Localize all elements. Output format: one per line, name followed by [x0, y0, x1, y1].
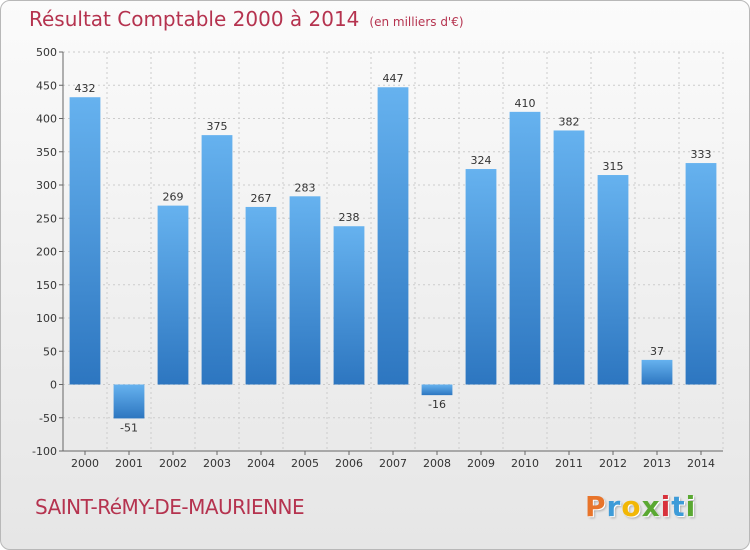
y-tick-label: 400 — [36, 113, 57, 126]
bar-2006 — [333, 226, 365, 385]
logo-letter: i — [685, 490, 697, 523]
y-tick-label: -50 — [39, 412, 57, 425]
logo-letter: o — [621, 490, 642, 523]
y-tick-label: -100 — [32, 445, 57, 458]
bar-value-label: 432 — [75, 82, 96, 95]
logo-letter: i — [660, 490, 672, 523]
logo-letter: t — [671, 490, 686, 523]
x-tick-label: 2002 — [159, 457, 187, 470]
bar-value-label: 324 — [471, 154, 492, 167]
bar-2013 — [641, 359, 673, 385]
y-tick-label: 50 — [43, 345, 57, 358]
x-tick-label: 2006 — [335, 457, 363, 470]
x-tick-label: 2005 — [291, 457, 319, 470]
y-tick-label: 100 — [36, 312, 57, 325]
bar-2009 — [465, 169, 497, 385]
x-tick-label: 2012 — [599, 457, 627, 470]
bar-2012 — [597, 175, 629, 385]
bar-value-label: 410 — [515, 97, 536, 110]
bar-value-label: 269 — [163, 191, 184, 204]
bar-2010 — [509, 111, 541, 385]
bar-2008 — [421, 384, 453, 396]
x-tick-label: 2010 — [511, 457, 539, 470]
bar-value-label: 315 — [603, 160, 624, 173]
city-name: SAINT-RéMY-DE-MAURIENNE — [35, 495, 305, 519]
x-tick-label: 2009 — [467, 457, 495, 470]
logo-letter: P — [585, 490, 607, 523]
bar-value-label: 238 — [339, 211, 360, 224]
x-tick-label: 2003 — [203, 457, 231, 470]
x-tick-label: 2007 — [379, 457, 407, 470]
chart-subtitle: (en milliers d'€) — [369, 15, 464, 29]
bar-value-label: -51 — [120, 421, 138, 434]
bar-value-label: 382 — [559, 115, 580, 128]
x-tick-label: 2008 — [423, 457, 451, 470]
bar-value-label: -16 — [428, 398, 446, 411]
logo-letter: r — [606, 490, 622, 523]
logo-letter: x — [641, 490, 661, 523]
x-tick-label: 2001 — [115, 457, 143, 470]
bar-value-label: 333 — [691, 148, 712, 161]
bar-2001 — [113, 384, 145, 419]
bar-value-label: 283 — [295, 181, 316, 194]
x-tick-label: 2004 — [247, 457, 275, 470]
bar-2014 — [685, 163, 717, 385]
bar-2002 — [157, 205, 189, 385]
y-tick-label: 350 — [36, 146, 57, 159]
bar-2003 — [201, 135, 233, 385]
y-tick-label: 450 — [36, 79, 57, 92]
x-tick-label: 2013 — [643, 457, 671, 470]
x-tick-label: 2011 — [555, 457, 583, 470]
bar-value-label: 37 — [650, 345, 664, 358]
chart-title: Résultat Comptable 2000 à 2014 (en millie… — [29, 7, 464, 31]
y-tick-label: 150 — [36, 279, 57, 292]
y-tick-label: 200 — [36, 246, 57, 259]
x-tick-label: 2014 — [687, 457, 715, 470]
bar-2011 — [553, 130, 585, 385]
bar-value-label: 447 — [383, 72, 404, 85]
y-tick-label: 500 — [36, 46, 57, 59]
bar-2000 — [69, 97, 101, 385]
y-tick-label: 250 — [36, 212, 57, 225]
y-tick-label: 0 — [50, 379, 57, 392]
bar-value-label: 267 — [251, 192, 272, 205]
bar-2005 — [289, 196, 321, 385]
chart-title-text: Résultat Comptable 2000 à 2014 — [29, 7, 360, 31]
y-tick-label: 300 — [36, 179, 57, 192]
bar-value-label: 375 — [207, 120, 228, 133]
bar-2004 — [245, 206, 277, 385]
proxiti-logo: Proxiti — [585, 490, 696, 523]
x-tick-label: 2000 — [71, 457, 99, 470]
bar-2007 — [377, 87, 409, 385]
